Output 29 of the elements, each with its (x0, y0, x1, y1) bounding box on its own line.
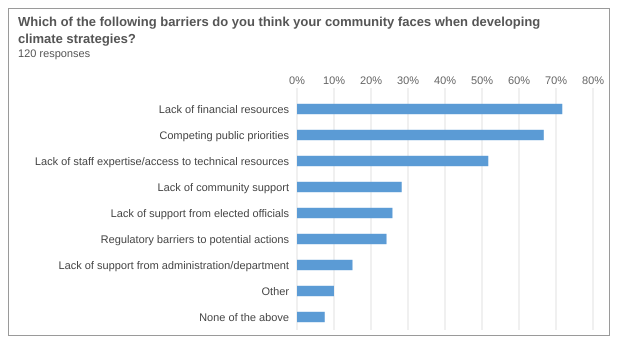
bar (297, 130, 544, 140)
bar (297, 312, 325, 322)
y-tick-label: Lack of community support (158, 182, 289, 194)
bar (297, 182, 402, 192)
y-tick-label: Other (261, 286, 290, 298)
y-tick-label: Lack of support from elected officials (110, 208, 290, 220)
bar (297, 234, 387, 244)
y-tick-label: Lack of staff expertise/access to technical resources (34, 156, 290, 168)
x-tick-label: 70% (544, 75, 568, 87)
bar (297, 208, 392, 218)
y-tick-label: Regulatory barriers to potential actions (100, 234, 290, 246)
x-tick-label: 10% (322, 75, 346, 87)
x-tick-label: 40% (434, 75, 456, 87)
chart-title: Which of the following barriers do you think your community faces when developing climate strategies? (18, 14, 540, 46)
bar (297, 156, 488, 166)
bar (297, 104, 562, 114)
y-tick-label: Lack of financial resources (158, 104, 290, 116)
text: 120 responses (18, 48, 91, 60)
bar (297, 286, 334, 296)
x-tick-label: 60% (508, 75, 530, 87)
y-tick-label: Lack of support from administration/department (58, 260, 289, 272)
x-tick-label: 50% (470, 75, 494, 87)
x-tick-label: 30% (396, 75, 420, 87)
y-tick-label: None of the above (199, 312, 289, 324)
x-tick-label: 20% (360, 75, 382, 87)
x-tick-label: 0% (289, 75, 306, 87)
y-tick-label: Competing public priorities (159, 130, 290, 142)
x-tick-label: 80% (582, 75, 604, 87)
bar (297, 260, 352, 270)
